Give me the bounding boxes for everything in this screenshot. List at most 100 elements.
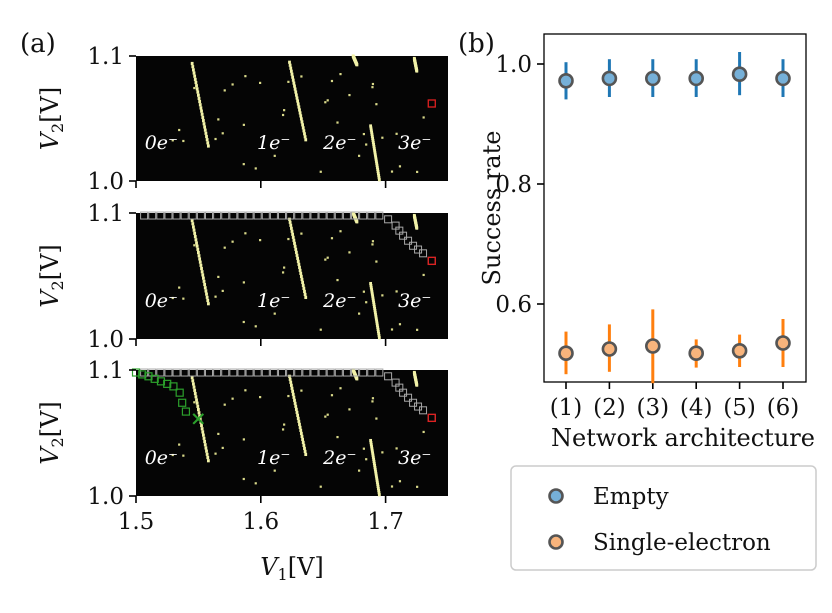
noise-dot [422,430,425,434]
transition-line-4-point [369,281,373,286]
gray-path-square [164,211,173,220]
gray-path-square [196,211,205,220]
transition-line-1-point [194,395,198,399]
transition-line-2-point [296,99,300,103]
legend-label: Empty [593,484,669,510]
transition-line-2-point [303,289,306,294]
transition-line-1-point [191,379,195,383]
transition-line-2-point [304,295,308,300]
green-path-square [156,377,166,386]
transition-line-1-point [193,231,197,235]
transition-line-4-point [370,292,374,296]
noise-dot [214,137,217,141]
transition-line-4-point [369,286,373,290]
noise-dot [336,121,339,124]
transition-line-1-point [206,141,210,145]
gray-path-square [384,215,393,224]
green-path-square [144,372,153,381]
transition-line-1-point [195,244,199,248]
transition-line-2-point [298,108,301,112]
transition-line-1-point [203,128,207,132]
gray-path-square [375,368,384,377]
transition-line-1-point [198,257,202,261]
transition-line-4-point [373,468,377,472]
gray-path-square [205,368,214,377]
transition-line-4-point [370,130,374,134]
transition-line-4-point [375,478,379,482]
noise-dot [362,447,365,450]
transition-line-2-point [299,114,303,118]
transition-line-1-point [200,266,203,271]
transition-line-2-point [294,407,298,411]
x-axis-label: Network architecture [551,424,815,452]
transition-line-2-point [289,223,293,227]
transition-line-2-point [299,117,303,121]
transition-line-2-point [294,247,298,251]
data-point [731,66,748,82]
gray-path-square [409,241,418,250]
gray-path-square [245,368,254,377]
transition-line-4-point [375,319,379,323]
noise-dot [221,289,224,293]
transition-line-4-point [374,157,378,161]
transition-line-2-point [291,232,295,236]
green-path-square [169,382,178,391]
transition-line-1-point [203,439,207,444]
transition-line-2-point [296,259,300,263]
noise-dot [178,443,181,446]
transition-line-2-point [293,241,296,245]
y-axis-label: V2[V] [36,401,67,465]
noise-dot [326,413,329,416]
transition-line-1-point [201,433,205,437]
transition-line-1-point [195,84,198,88]
transition-line-2-point [299,274,303,278]
noise-dot [362,132,365,136]
transition-line-1-point [193,77,197,81]
y-tick-label: 0.8 [495,172,532,198]
transition-line-1-point [204,289,208,293]
transition-line-1-point [200,423,203,428]
transition-line-1-point [200,270,204,274]
gray-path-square [310,211,319,220]
transition-line-1-point [194,238,198,242]
y-tick-label: 1.1 [87,358,124,384]
gray-path-square [342,211,351,220]
charge-label-2: 2e⁻ [322,447,356,469]
transition-line-4-point [370,290,374,294]
transition-line-1-point [206,298,210,303]
transition-line-2-point [295,253,299,257]
transition-line-1-point [205,292,208,296]
gray-path-square [334,368,343,377]
noise-dot [319,485,322,488]
series-single-electron [558,309,791,384]
transition-line-2-point [290,229,294,233]
transition-line-1-point [201,276,205,280]
transition-line-2-point [291,235,295,239]
gray-path-square [391,378,400,387]
noise-dot [281,271,285,274]
charge-label-3: 3e⁻ [398,447,431,469]
noise-dot [390,170,394,173]
noise-dot [254,325,257,328]
charge-label-1: 1e⁻ [257,132,290,154]
noise-dot [171,453,174,457]
transition-line-1-point [201,430,205,434]
transition-line-4-point [376,482,380,486]
gray-path-square [391,221,400,230]
noise-dot [259,239,262,242]
transition-line-2-point [294,90,298,94]
transition-line-4-point [371,453,375,457]
transition-line-1-point [193,388,197,392]
transition-line-4-point [371,296,375,300]
transition-line-2-point [300,434,304,438]
transition-line-1-point [200,112,204,116]
noise-dot [395,132,398,135]
transition-line-1-point [206,144,210,148]
transition-line-4-point [376,169,380,174]
transition-line-1-point [190,218,194,223]
transition-line-4-point [373,463,377,468]
noise-dot [375,417,378,420]
transition-line-2-point [292,81,296,85]
transition-line-4-point [375,480,379,484]
